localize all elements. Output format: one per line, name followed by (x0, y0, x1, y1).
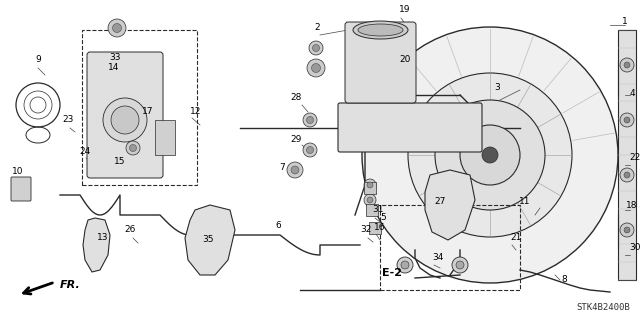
Circle shape (113, 24, 122, 33)
Circle shape (307, 146, 314, 153)
Polygon shape (425, 170, 475, 240)
Bar (155, 120, 175, 155)
Text: 1: 1 (622, 18, 628, 26)
Text: 12: 12 (190, 108, 202, 116)
Circle shape (482, 147, 498, 163)
Circle shape (620, 223, 634, 237)
Circle shape (624, 117, 630, 123)
Circle shape (108, 19, 126, 37)
FancyBboxPatch shape (345, 22, 416, 103)
Text: 11: 11 (519, 197, 531, 206)
Text: 26: 26 (124, 226, 136, 234)
Text: 30: 30 (629, 243, 640, 253)
Text: 20: 20 (399, 56, 411, 64)
Text: 23: 23 (62, 115, 74, 124)
Bar (366, 204, 378, 216)
Circle shape (291, 166, 299, 174)
Circle shape (401, 261, 409, 269)
Circle shape (129, 145, 136, 152)
Circle shape (367, 182, 373, 188)
FancyBboxPatch shape (11, 177, 31, 201)
Text: 28: 28 (291, 93, 301, 102)
Circle shape (367, 197, 373, 203)
Circle shape (364, 194, 376, 206)
Text: 34: 34 (432, 254, 444, 263)
Circle shape (408, 73, 572, 237)
FancyBboxPatch shape (338, 103, 482, 152)
Circle shape (460, 125, 520, 185)
Circle shape (307, 116, 314, 123)
Text: 29: 29 (291, 136, 301, 145)
Bar (82, 30, 197, 185)
Bar (364, 182, 376, 194)
Circle shape (111, 106, 139, 134)
Bar (380, 205, 520, 290)
Text: 13: 13 (97, 234, 109, 242)
Circle shape (362, 27, 618, 283)
Text: 8: 8 (561, 276, 567, 285)
Text: 16: 16 (374, 224, 386, 233)
Text: STK4B2400B: STK4B2400B (576, 303, 630, 313)
Text: 10: 10 (12, 167, 24, 176)
Circle shape (397, 257, 413, 273)
Circle shape (624, 227, 630, 233)
Text: E-2: E-2 (382, 268, 402, 278)
Circle shape (303, 143, 317, 157)
Text: 27: 27 (435, 197, 445, 206)
Text: 7: 7 (279, 164, 285, 173)
Circle shape (309, 41, 323, 55)
Text: 15: 15 (115, 158, 125, 167)
Text: 18: 18 (627, 201, 637, 210)
Text: 19: 19 (399, 5, 411, 14)
Text: 4: 4 (629, 88, 635, 98)
Circle shape (624, 62, 630, 68)
Text: 24: 24 (79, 147, 91, 157)
Circle shape (312, 63, 321, 72)
Ellipse shape (353, 21, 408, 39)
Text: 9: 9 (35, 56, 41, 64)
Circle shape (364, 179, 376, 191)
Circle shape (620, 113, 634, 127)
Text: 33: 33 (109, 54, 121, 63)
Polygon shape (185, 205, 235, 275)
Text: FR.: FR. (60, 280, 81, 290)
Text: 17: 17 (142, 108, 154, 116)
Circle shape (620, 58, 634, 72)
Text: 32: 32 (360, 226, 372, 234)
Text: 5: 5 (380, 213, 386, 222)
Text: 22: 22 (629, 153, 640, 162)
Circle shape (456, 261, 464, 269)
Text: 2: 2 (314, 24, 320, 33)
FancyBboxPatch shape (87, 52, 163, 178)
Circle shape (312, 44, 319, 51)
Ellipse shape (358, 24, 403, 36)
Circle shape (620, 168, 634, 182)
Circle shape (287, 162, 303, 178)
Circle shape (307, 59, 325, 77)
Circle shape (435, 100, 545, 210)
Bar (369, 222, 381, 234)
Polygon shape (83, 218, 110, 272)
Text: 14: 14 (108, 63, 120, 72)
Circle shape (103, 98, 147, 142)
Bar (618, 30, 636, 280)
Circle shape (624, 172, 630, 178)
Text: 31: 31 (372, 205, 384, 214)
Text: 35: 35 (202, 235, 214, 244)
Text: 6: 6 (275, 220, 281, 229)
Text: 3: 3 (494, 84, 500, 93)
Text: 21: 21 (510, 234, 522, 242)
Circle shape (303, 113, 317, 127)
Circle shape (452, 257, 468, 273)
Circle shape (126, 141, 140, 155)
